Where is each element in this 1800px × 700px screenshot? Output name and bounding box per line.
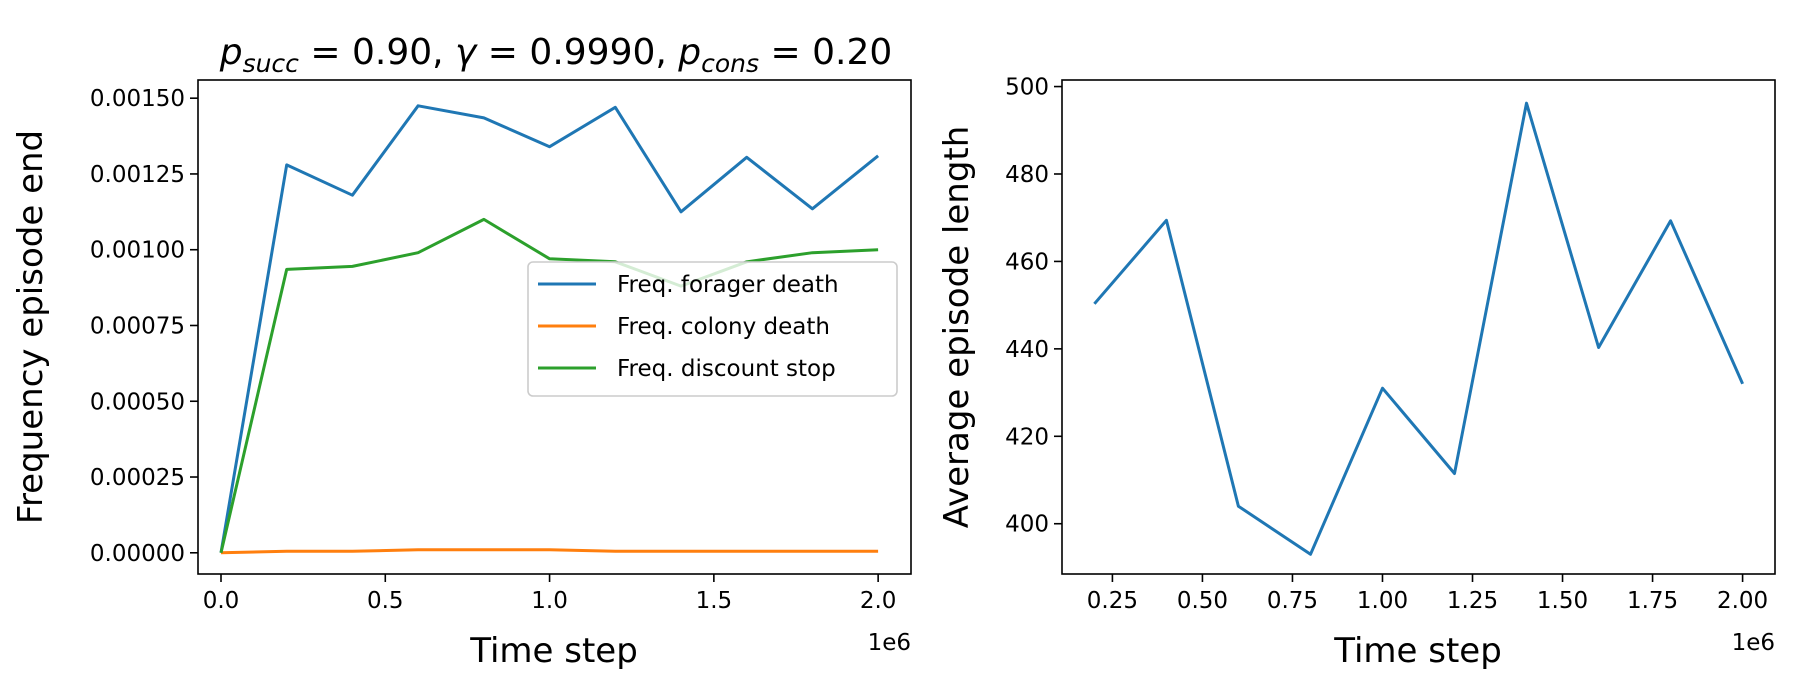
left-title: psucc = 0.90, γ = 0.9990, pcons = 0.20 — [219, 32, 893, 78]
title-sep-1: , — [432, 32, 455, 73]
right-x-tick-label: 0.50 — [1177, 588, 1228, 614]
left-plot-frame — [197, 79, 912, 575]
left-series-line-1 — [220, 548, 879, 555]
left-x-tick-label: 2.0 — [860, 588, 897, 614]
title-eq-2: = — [476, 32, 529, 73]
left-x-axis-label: Time step — [469, 631, 638, 671]
left-subplot: psucc = 0.90, γ = 0.9990, pcons = 0.20 0… — [11, 32, 912, 671]
left-series-line-2 — [219, 217, 879, 554]
right-subplot: 0.25 0.50 0.75 1.00 1.25 1.50 1.75 2.00 400 420 44… — [937, 75, 1776, 671]
title-gamma-symbol: γ — [455, 32, 478, 73]
right-x-offset-label: 1e6 — [1732, 630, 1775, 656]
right-x-axis-label: Time step — [1333, 631, 1502, 671]
right-y-tick-label: 400 — [1005, 512, 1049, 538]
legend-entry-label: Freq. colony death — [617, 314, 830, 340]
right-y-tick-label: 420 — [1005, 424, 1049, 450]
right-y-axis-label: Average episode length — [937, 126, 977, 529]
right-plot-lines — [1093, 101, 1744, 556]
title-p-cons-sub: cons — [701, 49, 759, 78]
title-p-succ-symbol: p — [219, 32, 243, 73]
legend-entry-label: Freq. forager death — [617, 272, 839, 298]
left-series-line-0 — [219, 104, 880, 554]
right-y-tick-label: 460 — [1005, 249, 1049, 275]
right-y-tick-label: 440 — [1005, 337, 1049, 363]
right-axis-ticks: 0.25 0.50 0.75 1.00 1.25 1.50 1.75 2.00 400 420 44… — [1005, 75, 1768, 614]
left-axis-ticks: 0.0 0.5 1.0 1.5 2.0 0.00000 0.00025 0.00050 0.00… — [90, 86, 897, 614]
title-eq-1: = — [299, 32, 352, 73]
left-y-axis-label: Frequency episode end — [11, 130, 51, 524]
left-y-tick-label: 0.00100 — [90, 238, 185, 264]
legend-box — [527, 261, 898, 397]
left-y-tick-label: 0.00000 — [90, 541, 185, 567]
title-eq-3: = — [759, 32, 812, 73]
right-x-tick-label: 0.75 — [1267, 588, 1318, 614]
legend-entry-label: Freq. discount stop — [617, 356, 836, 382]
left-y-tick-label: 0.00075 — [90, 313, 185, 339]
title-p-cons-value: 0.20 — [812, 32, 892, 73]
title-p-succ-sub: succ — [243, 49, 300, 78]
title-p-cons-symbol: p — [677, 32, 701, 73]
right-x-tick-label: 0.25 — [1087, 588, 1138, 614]
left-y-tick-label: 0.00125 — [90, 162, 185, 188]
right-x-tick-label: 1.50 — [1537, 588, 1588, 614]
right-x-tick-label: 1.00 — [1357, 588, 1408, 614]
title-p-succ-value: 0.90 — [352, 32, 432, 73]
right-x-tick-label: 2.00 — [1717, 588, 1768, 614]
left-y-tick-label: 0.00025 — [90, 465, 185, 491]
left-x-tick-label: 0.0 — [203, 588, 240, 614]
left-x-offset-label: 1e6 — [868, 630, 911, 656]
right-y-tick-label: 480 — [1005, 162, 1049, 188]
left-x-tick-label: 0.5 — [367, 588, 404, 614]
right-series-line-0 — [1093, 101, 1744, 556]
title-sep-2: , — [655, 32, 678, 73]
right-x-tick-label: 1.75 — [1627, 588, 1678, 614]
left-plot-lines — [219, 104, 880, 555]
right-plot-frame — [1061, 79, 1776, 575]
right-x-tick-label: 1.25 — [1447, 588, 1498, 614]
left-x-tick-label: 1.0 — [531, 588, 568, 614]
left-legend: Freq. forager death Freq. colony death Fre… — [527, 261, 898, 397]
left-y-tick-label: 0.00050 — [90, 389, 185, 415]
right-y-tick-label: 500 — [1005, 75, 1049, 101]
left-x-tick-label: 1.5 — [696, 588, 733, 614]
title-gamma-value: 0.9990 — [529, 32, 655, 73]
left-y-tick-label: 0.00150 — [90, 86, 185, 112]
